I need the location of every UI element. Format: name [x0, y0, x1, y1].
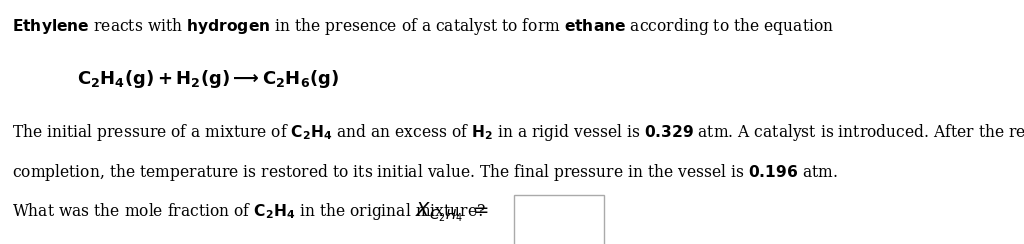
- Text: $\mathbf{Ethylene}$ reacts with $\mathbf{hydrogen}$ in the presence of a catalys: $\mathbf{Ethylene}$ reacts with $\mathbf…: [12, 16, 835, 37]
- Text: $\mathbf{C_2H_4(g) + H_2(g) \longrightarrow C_2H_6(g)}$: $\mathbf{C_2H_4(g) + H_2(g) \longrightar…: [77, 68, 339, 90]
- Bar: [514, 195, 604, 244]
- Text: completion, the temperature is restored to its initial value. The final pressure: completion, the temperature is restored …: [12, 162, 838, 183]
- Text: The initial pressure of a mixture of $\mathbf{C_2H_4}$ and an excess of $\mathbf: The initial pressure of a mixture of $\m…: [12, 122, 1024, 143]
- Text: $X_{C_2H_4}$ $=$: $X_{C_2H_4}$ $=$: [415, 201, 495, 224]
- Text: What was the mole fraction of $\mathbf{C_2H_4}$ in the original mixture?: What was the mole fraction of $\mathbf{C…: [12, 201, 486, 222]
